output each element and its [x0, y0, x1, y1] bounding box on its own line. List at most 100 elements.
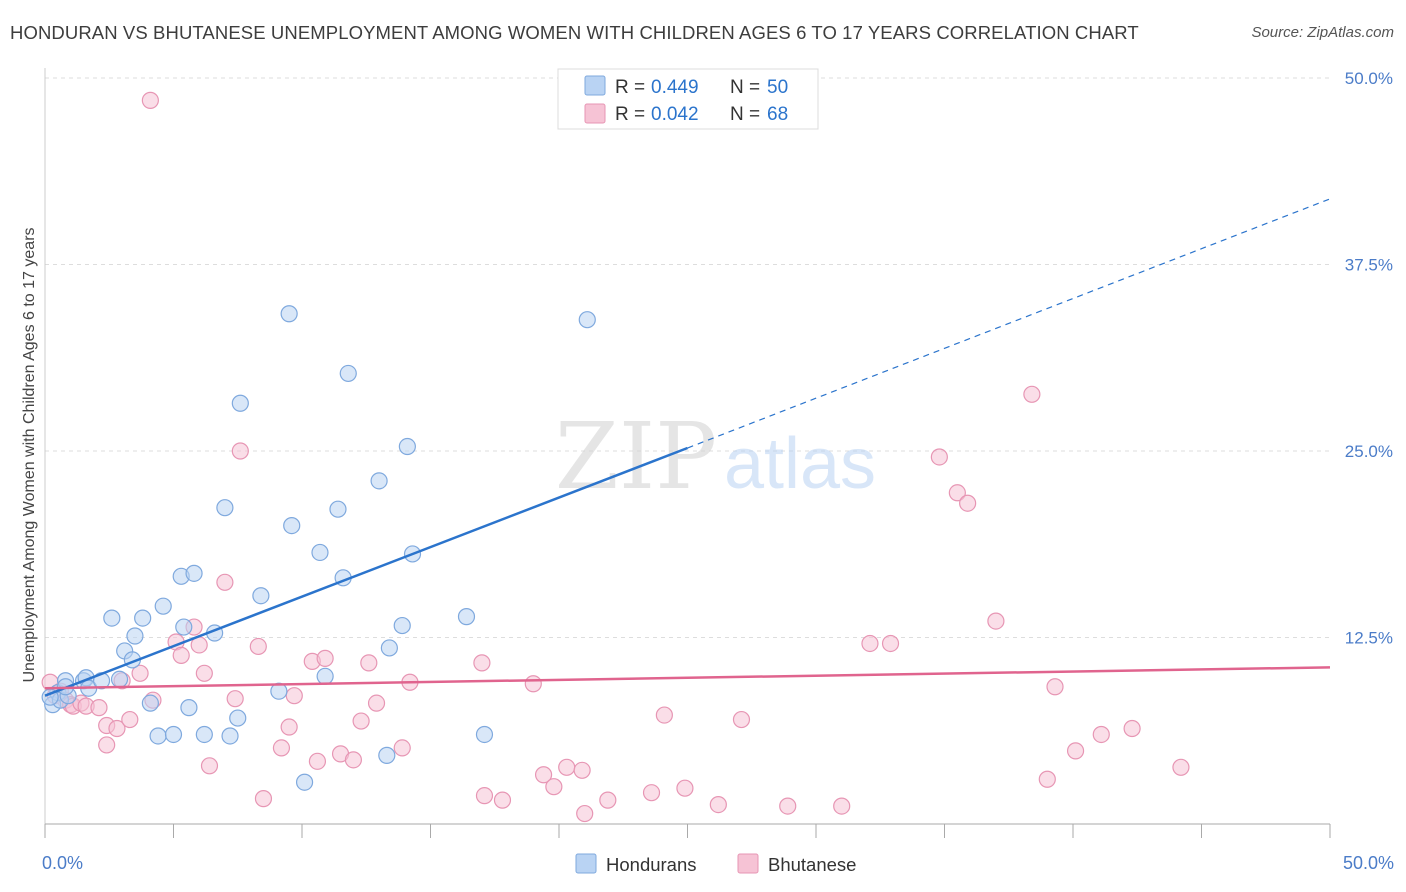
bhutanese-point-45 [534, 766, 553, 784]
bhutanese-point-67 [1046, 678, 1064, 696]
hondurans-point-13 [134, 609, 152, 627]
hondurans-point-33 [295, 773, 314, 791]
bhutanese-point-54 [709, 796, 727, 814]
bhutanese-point-25 [231, 442, 249, 460]
bhutanese-point-38 [367, 694, 386, 712]
watermark-atlas: atlas [724, 424, 876, 504]
hondurans-point-45 [457, 608, 476, 626]
hondurans-point-10 [103, 609, 121, 627]
tick-labels: 12.5% 25.0% 37.5% 50.0% 0.0% 50.0% [42, 69, 1394, 873]
hondurans-point-22 [180, 699, 198, 717]
hondurans-point-41 [380, 639, 398, 657]
y-tick-label-2: 37.5% [1345, 256, 1393, 275]
legend-n-value-bhutanese: 68 [767, 104, 788, 125]
series-legend-label-hondurans: Hondurans [606, 854, 697, 875]
bhutanese-point-52 [655, 706, 673, 724]
bhutanese-point-39 [393, 739, 411, 757]
bhutanese-point-70 [1123, 719, 1141, 738]
hondurans-point-46 [475, 725, 494, 744]
trend-lines [44, 198, 1331, 697]
bhutanese-point-42 [475, 787, 494, 805]
series-legend-swatch-bhutanese [737, 853, 759, 874]
hondurans-point-23 [195, 725, 213, 744]
hondurans-point-31 [280, 305, 298, 323]
bhutanese-point-49 [576, 804, 594, 823]
bhutanese-point-71 [1172, 758, 1190, 776]
hondurans-point-29 [252, 587, 270, 605]
bhutanese-point-51 [642, 784, 661, 802]
bhutanese-point-37 [360, 654, 378, 672]
source-credit: Source: ZipAtlas.com [1251, 24, 1394, 41]
hondurans-point-15 [141, 694, 159, 712]
legend-n-label-bhutanese: N = [730, 104, 760, 125]
hondurans-point-35 [316, 667, 334, 685]
grid [45, 77, 1330, 638]
legend-r-value-hondurans: 0.449 [651, 77, 699, 98]
bhutanese-point-57 [779, 797, 797, 815]
hondurans-point-9 [110, 670, 129, 688]
bhutanese-point-21 [195, 664, 213, 682]
bhutanese-point-13 [121, 710, 139, 729]
bhutanese-point-65 [1023, 385, 1041, 403]
bhutanese-trend-line [44, 666, 1331, 690]
hondurans-point-27 [229, 709, 247, 727]
bhutanese-point-50 [599, 791, 617, 809]
hondurans-point-28 [231, 394, 249, 412]
x-tick-label-0: 0.0% [42, 853, 83, 873]
watermark-zip: ZIP [555, 403, 717, 510]
bhutanese-point-64 [987, 612, 1005, 630]
bhutanese-point-47 [558, 758, 576, 776]
bhutanese-point-43 [493, 791, 512, 809]
series-legend-label-bhutanese: Bhutanese [768, 854, 856, 875]
hondurans-point-40 [378, 746, 396, 764]
bhutanese-point-29 [280, 718, 298, 736]
bhutanese-point-66 [1038, 770, 1056, 788]
hondurans-point-32 [283, 516, 301, 535]
legend-swatch-hondurans [584, 75, 606, 96]
bhutanese-point-44 [524, 675, 542, 693]
bhutanese-point-14 [131, 664, 149, 682]
hondurans-point-39 [370, 472, 388, 490]
hondurans-point-47 [578, 311, 596, 329]
bhutanese-point-63 [959, 494, 977, 512]
bhutanese-point-56 [732, 710, 751, 729]
bhutanese-point-8 [90, 699, 108, 717]
hondurans-point-18 [164, 725, 183, 744]
legend: R = 0.449 N = 50 R = 0.042 N = 68 [557, 68, 819, 130]
bhutanese-point-33 [316, 649, 334, 667]
hondurans-trend-extension [687, 198, 1331, 449]
hondurans-point-36 [329, 500, 347, 518]
hondurans-point-26 [221, 727, 239, 745]
y-tick-label-0: 12.5% [1345, 629, 1393, 648]
bhutanese-point-62 [948, 484, 966, 502]
bhutanese-point-28 [272, 739, 291, 757]
hondurans-point-16 [154, 597, 172, 615]
hondurans-point-42 [393, 616, 411, 635]
bhutanese-point-68 [1066, 742, 1085, 760]
hondurans-trend-line [44, 446, 688, 697]
bhutanese-point-18 [172, 646, 190, 665]
legend-r-label-hondurans: R = [615, 77, 645, 98]
watermark: ZIP atlas [555, 403, 876, 510]
bhutanese-point-26 [249, 637, 267, 656]
hondurans-point-25 [216, 499, 234, 517]
bhutanese-point-60 [881, 634, 900, 653]
hondurans-point-34 [311, 543, 329, 562]
bhutanese-point-36 [352, 712, 370, 730]
bhutanese-point-59 [861, 634, 879, 653]
hondurans-point-14 [126, 627, 144, 645]
bhutanese-point-22 [200, 757, 219, 775]
series-legend: Hondurans Bhutanese [575, 853, 856, 875]
legend-n-value-hondurans: 50 [767, 77, 788, 98]
bhutanese-point-23 [216, 573, 234, 591]
hondurans-point-17 [149, 727, 167, 745]
hondurans-point-21 [185, 564, 203, 582]
bhutanese-point-35 [344, 751, 362, 769]
chart-title: HONDURAN VS BHUTANESE UNEMPLOYMENT AMONG… [10, 22, 1139, 43]
legend-r-value-bhutanese: 0.042 [651, 104, 699, 125]
bhutanese-point-61 [930, 448, 948, 466]
legend-r-label-bhutanese: R = [615, 104, 645, 125]
bhutanese-point-30 [285, 687, 303, 705]
legend-swatch-bhutanese [584, 103, 606, 124]
